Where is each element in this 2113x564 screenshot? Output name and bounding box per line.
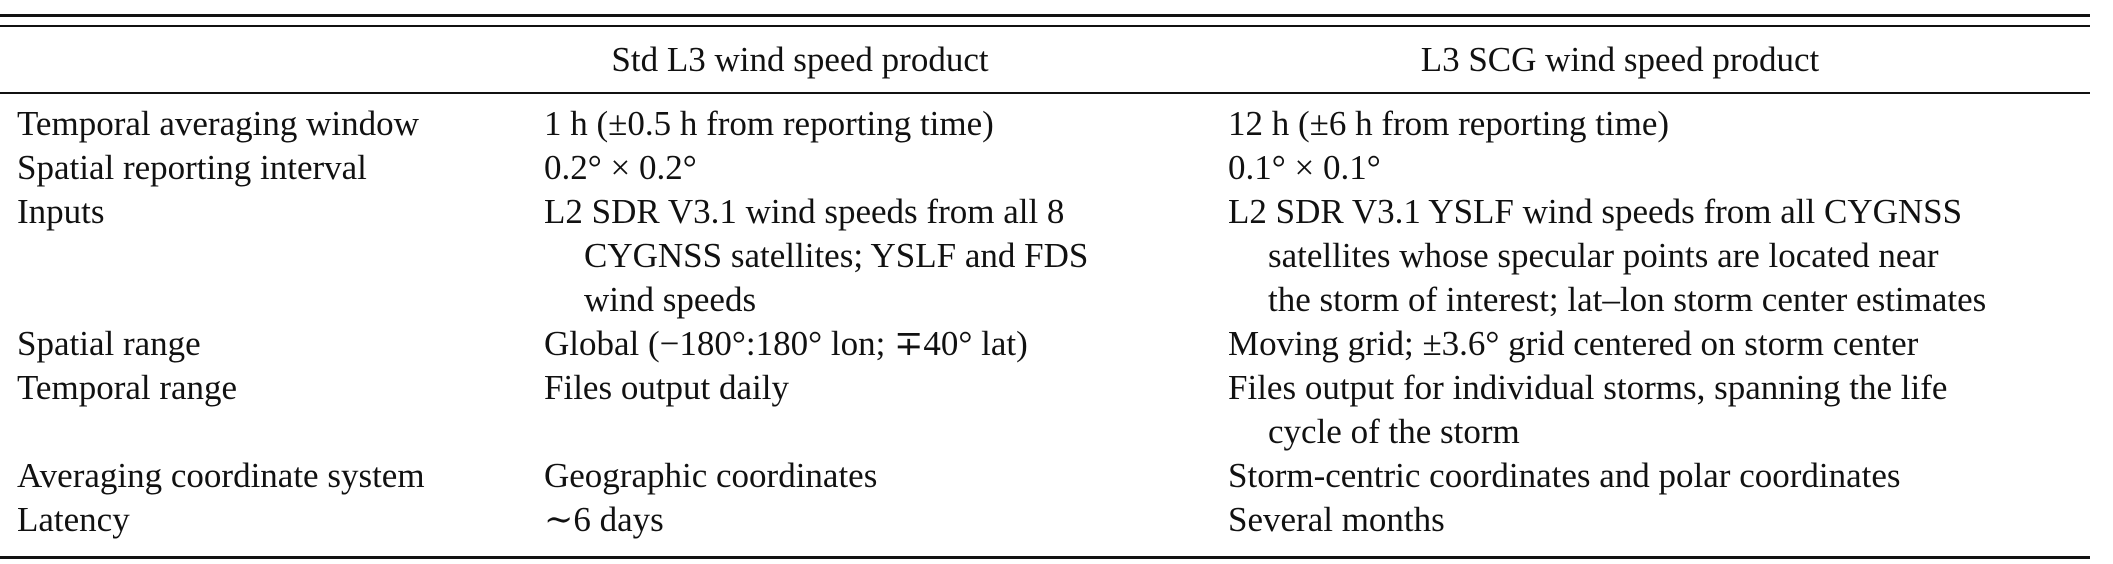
bottom-rule: [0, 556, 2090, 559]
cell-line: ∼6 days: [544, 500, 664, 539]
scg-cell: Files output for individual storms, span…: [1228, 366, 1947, 454]
top-rule-inner: [0, 25, 2090, 27]
cell-line: wind speeds: [584, 280, 757, 319]
cell-line: 0.2° × 0.2°: [544, 148, 697, 187]
scg-cell: 12 h (±6 h from reporting time): [1228, 102, 1669, 146]
scg-cell: L2 SDR V3.1 YSLF wind speeds from all CY…: [1228, 190, 1986, 322]
cell-line: L2 SDR V3.1 YSLF wind speeds from all CY…: [1228, 192, 1963, 231]
header-rule: [0, 92, 2090, 94]
scg-cell: 0.1° × 0.1°: [1228, 146, 1381, 190]
std-cell: Files output daily: [544, 366, 789, 410]
row-label: Temporal averaging window: [17, 104, 419, 143]
std-cell: ∼6 days: [544, 498, 664, 542]
row-label: Latency: [17, 500, 130, 539]
scg-cell: Several months: [1228, 498, 1445, 542]
cell-line: satellites whose specular points are loc…: [1268, 236, 1939, 275]
std-cell: Global (−180°:180° lon; ∓40° lat): [544, 322, 1028, 366]
cell-line: CYGNSS satellites; YSLF and FDS: [584, 236, 1089, 275]
row-label: Inputs: [17, 192, 105, 231]
row-label: Temporal range: [17, 368, 238, 407]
std-cell: Geographic coordinates: [544, 454, 877, 498]
cell-line: 12 h (±6 h from reporting time): [1228, 104, 1670, 143]
column-header-std: Std L3 wind speed product: [611, 40, 989, 79]
cell-line: Moving grid; ±3.6° grid centered on stor…: [1228, 324, 1919, 363]
cell-line: Storm-centric coordinates and polar coor…: [1228, 456, 1901, 495]
row-label: Spatial reporting interval: [17, 148, 367, 187]
scg-cell: Storm-centric coordinates and polar coor…: [1228, 454, 1901, 498]
cell-line: Several months: [1228, 500, 1445, 539]
cell-line: the storm of interest; lat–lon storm cen…: [1268, 280, 1987, 319]
cell-line: 0.1° × 0.1°: [1228, 148, 1381, 187]
std-cell: L2 SDR V3.1 wind speeds from all 8 CYGNS…: [544, 190, 1088, 322]
cell-line: Geographic coordinates: [544, 456, 878, 495]
cell-line: Files output for individual storms, span…: [1228, 368, 1948, 407]
row-label: Averaging coordinate system: [17, 456, 425, 495]
cell-line: cycle of the storm: [1268, 412, 1520, 451]
std-cell: 1 h (±0.5 h from reporting time): [544, 102, 994, 146]
row-label: Spatial range: [17, 324, 201, 363]
column-header-scg: L3 SCG wind speed product: [1420, 40, 1820, 79]
scg-cell: Moving grid; ±3.6° grid centered on stor…: [1228, 322, 1918, 366]
cell-line: 1 h (±0.5 h from reporting time): [544, 104, 994, 143]
top-rule: [0, 14, 2090, 17]
cell-line: Global (−180°:180° lon; ∓40° lat): [544, 324, 1028, 363]
cell-line: L2 SDR V3.1 wind speeds from all 8: [544, 192, 1065, 231]
std-cell: 0.2° × 0.2°: [544, 146, 697, 190]
cell-line: Files output daily: [544, 368, 789, 407]
